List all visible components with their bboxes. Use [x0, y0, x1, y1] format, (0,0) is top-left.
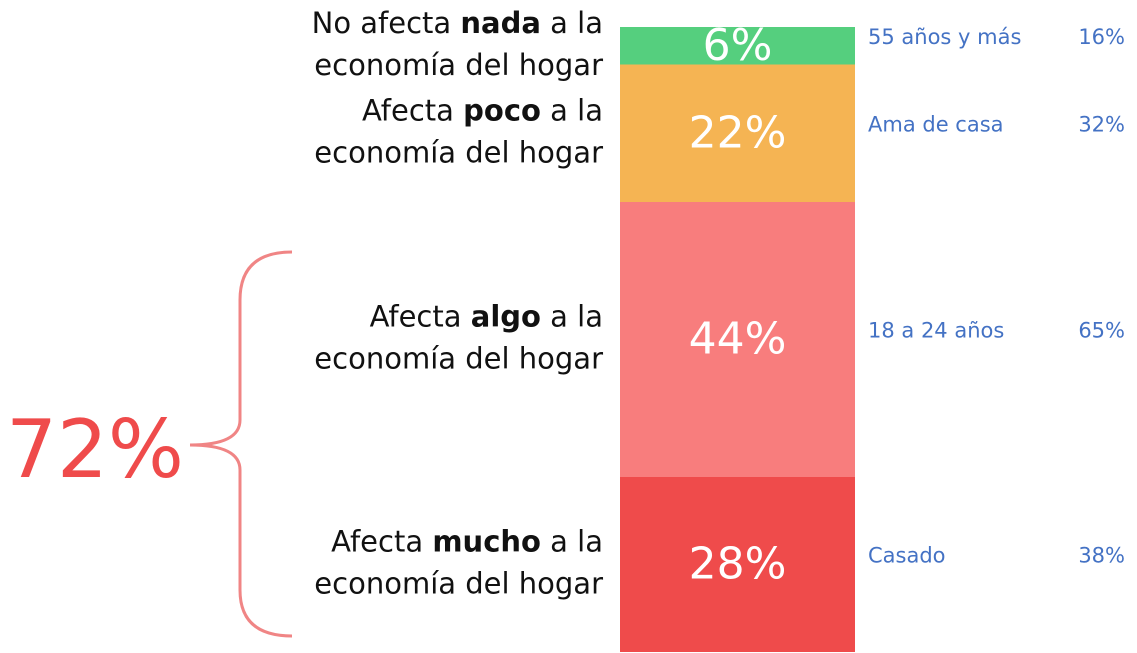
value-label: 44%: [689, 314, 787, 365]
label-emphasis: poco: [463, 93, 541, 127]
label-tail: a la: [550, 300, 603, 334]
label-tail: a la: [550, 93, 603, 127]
value-label: 22%: [689, 107, 787, 158]
profile-label: Casado: [868, 544, 946, 568]
label-tail: a la: [550, 525, 603, 559]
category-label: Afecta poco a la: [362, 93, 603, 127]
label-emphasis: algo: [471, 300, 541, 334]
label-lead: Afecta: [331, 525, 423, 559]
category-label: Afecta mucho a la: [331, 525, 603, 559]
bar-segment: [620, 202, 855, 477]
category-label-line2: economía del hogar: [314, 342, 603, 376]
value-label: 6%: [703, 20, 773, 71]
profile-value: 65%: [1078, 319, 1125, 343]
brace: [189, 250, 293, 638]
category-label: Afecta algo a la: [370, 300, 603, 334]
category-label-line2: economía del hogar: [314, 135, 603, 169]
profile-value: 16%: [1078, 25, 1125, 49]
label-tail: a la: [550, 6, 603, 40]
bar-segment: [620, 27, 855, 65]
profile-label: 18 a 24 años: [868, 319, 1004, 343]
category-label-line2: economía del hogar: [314, 48, 603, 82]
label-lead: No afecta: [312, 6, 452, 40]
category-label: No afecta nada a la: [312, 6, 603, 40]
profile-value: 38%: [1078, 544, 1125, 568]
bar-segment: [620, 64, 855, 202]
profile-label: Ama de casa: [868, 112, 1004, 136]
value-label: 28%: [689, 539, 787, 590]
label-lead: Afecta: [370, 300, 462, 334]
label-lead: Afecta: [362, 93, 454, 127]
annotation: 72%: [6, 403, 184, 496]
label-emphasis: mucho: [432, 525, 541, 559]
category-label-line2: economía del hogar: [314, 567, 603, 601]
label-emphasis: nada: [460, 6, 541, 40]
profile-value: 32%: [1078, 112, 1125, 136]
profile-label: 55 años y más: [868, 25, 1021, 49]
bar-segment: [620, 477, 855, 652]
